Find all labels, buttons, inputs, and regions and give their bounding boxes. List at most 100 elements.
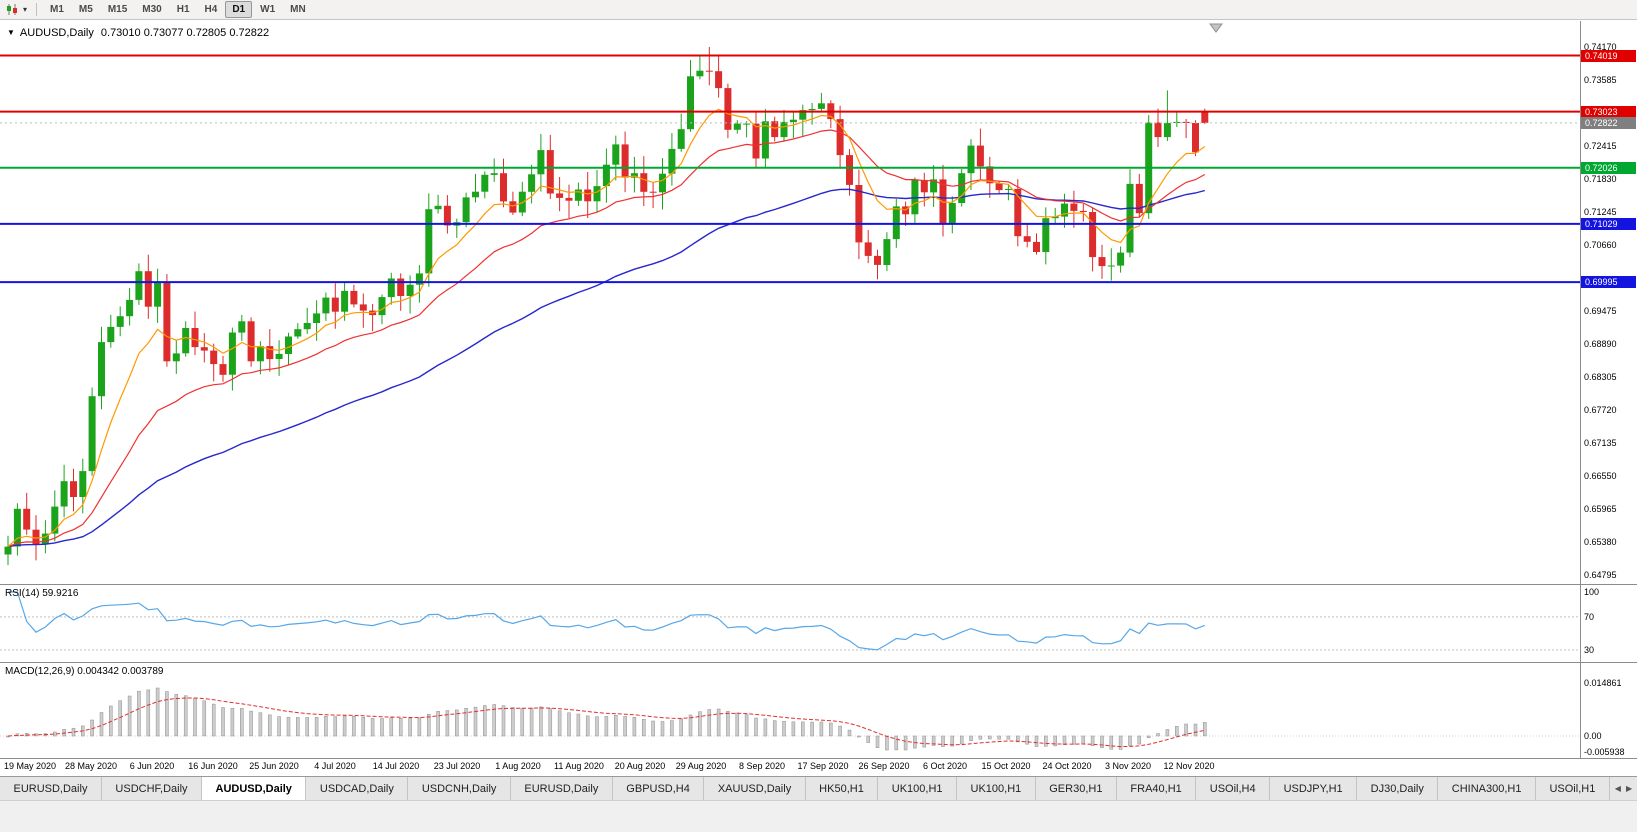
- chart-tab-hk50-h1[interactable]: HK50,H1: [805, 777, 879, 800]
- date-axis-label: 3 Nov 2020: [1104, 761, 1152, 771]
- ma-medium-line[interactable]: [7, 129, 1206, 548]
- tab-scroll-right-icon[interactable]: ▶: [1625, 783, 1633, 793]
- timeframe-buttons: M1 M5 M15 M30 H1 H4 D1 W1 MN: [43, 1, 313, 18]
- price-tick-label: 0.70660: [1584, 240, 1617, 250]
- status-bar: [0, 800, 1637, 832]
- chart-tab-audusd-daily[interactable]: AUDUSD,Daily: [202, 777, 307, 800]
- date-axis-label: 26 Sep 2020: [858, 761, 910, 771]
- date-axis-label: 23 Jul 2020: [433, 761, 481, 771]
- candlestick-series: [4, 47, 1209, 566]
- chart-tab-uk100-h1[interactable]: UK100,H1: [957, 777, 1036, 800]
- date-axis-label: 24 Oct 2020: [1042, 761, 1092, 771]
- chart-tab-usdjpy-h1[interactable]: USDJPY,H1: [1270, 777, 1358, 800]
- price-tick-label: 0.67135: [1584, 438, 1617, 448]
- current-price-badge: 0.72822: [1581, 117, 1636, 129]
- price-tick-label: 0.72415: [1584, 141, 1617, 151]
- timeframe-button-h4[interactable]: H4: [204, 4, 218, 15]
- date-axis-label: 6 Jun 2020: [129, 761, 175, 771]
- date-axis-label: 17 Sep 2020: [797, 761, 849, 771]
- rsi-line[interactable]: [8, 591, 1206, 651]
- price-tick-label: 0.66550: [1584, 471, 1617, 481]
- price-tick-label: 0.65380: [1584, 537, 1617, 547]
- price-tick-label: 0.71245: [1584, 207, 1617, 217]
- timeframe-button-w1[interactable]: W1: [260, 4, 276, 15]
- price-tick-label: 0.65965: [1584, 504, 1617, 514]
- date-axis-label: 25 Jun 2020: [249, 761, 299, 771]
- hline-price-badge: 0.74019: [1581, 50, 1636, 62]
- chart-title: ▼ AUDUSD,Daily 0.73010 0.73077 0.72805 0.7…: [7, 27, 269, 39]
- timeframe-button-m30[interactable]: M30: [142, 4, 162, 15]
- chart-tab-fra40-h1[interactable]: FRA40,H1: [1116, 777, 1197, 800]
- chart-tab-usoil-h4[interactable]: USOil,H4: [1196, 777, 1271, 800]
- macd-scale-label: -0.005938: [1584, 747, 1625, 757]
- date-axis-label: 8 Sep 2020: [738, 761, 786, 771]
- chart-tab-usdchf-daily[interactable]: USDCHF,Daily: [101, 777, 203, 800]
- tab-scroll-arrows: ◀ ▶: [1609, 777, 1637, 800]
- rsi-label: RSI(14) 59.9216: [5, 588, 79, 599]
- ohlc-values: 0.73010 0.73077 0.72805 0.72822: [100, 27, 270, 39]
- price-tick-label: 0.68890: [1584, 339, 1617, 349]
- ma-slow-line[interactable]: [7, 188, 1205, 548]
- tab-scroll-left-icon[interactable]: ◀: [1614, 783, 1621, 793]
- price-tick-label: 0.64795: [1584, 570, 1617, 580]
- timeframe-button-m15[interactable]: M15: [107, 4, 128, 15]
- timeframe-button-h1[interactable]: H1: [176, 4, 190, 15]
- rsi-pane: [0, 591, 1580, 651]
- timeframe-button-mn[interactable]: MN: [290, 4, 306, 15]
- date-axis-label: 6 Oct 2020: [922, 761, 968, 771]
- date-axis-label: 28 May 2020: [64, 761, 118, 771]
- date-axis-label: 15 Oct 2020: [981, 761, 1031, 771]
- chart-type-icon[interactable]: [4, 3, 20, 17]
- macd-histogram: [6, 687, 1207, 751]
- chart-tab-usdcad-daily[interactable]: USDCAD,Daily: [306, 777, 409, 800]
- price-tick-label: 0.69475: [1584, 306, 1617, 316]
- ma-fast-line[interactable]: [7, 108, 1206, 548]
- date-axis-label: 11 Aug 2020: [554, 761, 604, 771]
- hline-price-badge: 0.71029: [1581, 218, 1636, 230]
- date-axis-label: 14 Jul 2020: [372, 761, 420, 771]
- date-axis-label: 16 Jun 2020: [188, 761, 238, 771]
- macd-label: MACD(12,26,9) 0.004342 0.003789: [5, 666, 164, 677]
- price-tick-label: 0.74170: [1584, 42, 1617, 52]
- rsi-scale-label: 100: [1584, 587, 1600, 597]
- timeframe-button-m5[interactable]: M5: [78, 4, 93, 15]
- chart-tab-bar: EURUSD,Daily USDCHF,Daily AUDUSD,Daily USDC…: [0, 776, 1637, 800]
- chart-tab-eurusd-daily[interactable]: EURUSD,Daily: [510, 777, 613, 800]
- chart-type-dropdown-caret-icon[interactable]: ▾: [23, 4, 28, 14]
- chart-tab-uk100-h1[interactable]: UK100,H1: [878, 777, 958, 800]
- date-axis-label: 19 May 2020: [3, 761, 57, 771]
- price-tick-label: 0.71830: [1584, 174, 1617, 184]
- date-axis-label: 12 Nov 2020: [1163, 761, 1215, 771]
- timeframe-button-m1[interactable]: M1: [50, 4, 64, 15]
- chart-tab-ger30-h1[interactable]: GER30,H1: [1035, 777, 1117, 800]
- chart-shift-marker[interactable]: [1209, 23, 1223, 33]
- macd-signal-line[interactable]: [7, 697, 1205, 748]
- hline-price-badge: 0.73023: [1581, 106, 1636, 118]
- rsi-scale-label: 70: [1584, 612, 1595, 622]
- candlestick-chart-glyph: [6, 4, 17, 15]
- price-tick-label: 0.73585: [1584, 75, 1617, 85]
- chart-tab-eurusd-daily[interactable]: EURUSD,Daily: [0, 777, 102, 800]
- price-tick-label: 0.68305: [1584, 372, 1617, 382]
- chart-tab-usoil-h1[interactable]: USOil,H1: [1535, 777, 1610, 800]
- chart-tab-gbpusd-h4[interactable]: GBPUSD,H4: [612, 777, 705, 800]
- timeframe-button-d1[interactable]: D1: [225, 1, 253, 18]
- date-axis-label: 1 Aug 2020: [495, 761, 541, 771]
- chart-tab-china300-h1[interactable]: CHINA300,H1: [1438, 777, 1536, 800]
- rsi-scale-label: 30: [1584, 645, 1595, 655]
- macd-pane: [0, 687, 1580, 751]
- price-tick-label: 0.67720: [1584, 405, 1617, 415]
- symbol-label: AUDUSD,Daily: [19, 27, 94, 39]
- date-axis-label: 4 Jul 2020: [314, 761, 356, 771]
- date-axis-label: 20 Aug 2020: [614, 761, 666, 771]
- hline-price-badge: 0.72026: [1581, 162, 1636, 174]
- macd-scale-label: 0.014861: [1584, 678, 1622, 688]
- one-click-trading-caret-icon[interactable]: ▼: [7, 28, 15, 37]
- chart-tab-usdcnh-daily[interactable]: USDCNH,Daily: [408, 777, 511, 800]
- date-axis-label: 29 Aug 2020: [675, 761, 727, 771]
- macd-scale-label: 0.00: [1584, 731, 1602, 741]
- chart-tab-dj30-daily[interactable]: DJ30,Daily: [1357, 777, 1439, 800]
- chart-tab-xauusd-daily[interactable]: XAUUSD,Daily: [704, 777, 806, 800]
